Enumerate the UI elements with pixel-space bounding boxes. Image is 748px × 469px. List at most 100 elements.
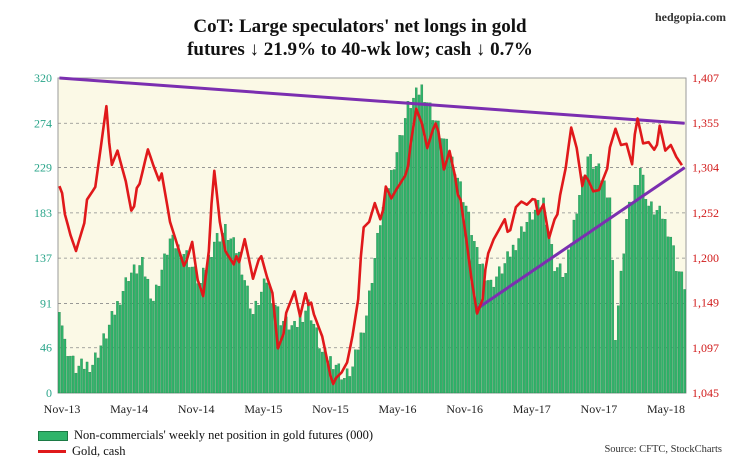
- bar: [470, 235, 473, 394]
- bar: [495, 276, 498, 394]
- bar: [105, 338, 108, 394]
- bar: [572, 219, 576, 394]
- bar: [196, 283, 199, 394]
- bar: [619, 270, 623, 394]
- bar: [664, 219, 667, 394]
- bar: [340, 379, 343, 394]
- bar: [193, 266, 197, 394]
- bar: [74, 372, 78, 394]
- bar: [124, 277, 128, 394]
- bar: [268, 284, 271, 394]
- bar: [376, 232, 379, 394]
- bar: [481, 263, 484, 394]
- bar: [533, 209, 537, 394]
- bar: [550, 244, 554, 394]
- bar: [395, 152, 399, 394]
- bar: [229, 238, 233, 394]
- bar: [370, 282, 374, 394]
- legend-item-bars: Non-commercials' weekly net position in …: [38, 428, 373, 443]
- bar: [622, 253, 625, 394]
- bar: [141, 257, 144, 394]
- bar: [351, 366, 354, 394]
- right-tick-label: 1,407: [692, 71, 719, 85]
- bar: [423, 102, 426, 394]
- bar: [146, 278, 150, 394]
- bar: [428, 102, 432, 394]
- bar: [475, 247, 479, 394]
- bar: [107, 324, 111, 394]
- x-tick-label: Nov-15: [312, 402, 349, 416]
- bar: [157, 285, 161, 394]
- bar: [71, 355, 75, 394]
- bar: [600, 180, 603, 394]
- bar: [279, 325, 282, 394]
- bar: [500, 273, 504, 394]
- bar: [431, 120, 435, 394]
- bar: [561, 276, 565, 394]
- bar: [221, 232, 224, 394]
- x-tick-label: May-18: [647, 402, 685, 416]
- bar: [312, 323, 316, 394]
- bar: [542, 197, 545, 394]
- bar: [132, 264, 136, 394]
- bar: [215, 233, 219, 394]
- bar: [387, 188, 390, 394]
- bar: [91, 364, 94, 394]
- left-tick-label: 91: [40, 296, 52, 310]
- bar: [683, 289, 686, 394]
- bar: [484, 280, 487, 394]
- x-tick-label: May-16: [379, 402, 417, 416]
- bar: [633, 184, 637, 394]
- bar: [569, 243, 573, 394]
- bar: [406, 101, 410, 394]
- bar: [315, 327, 318, 394]
- bar: [77, 365, 80, 394]
- bar: [287, 329, 291, 394]
- bar: [553, 271, 556, 394]
- x-tick-label: Nov-17: [581, 402, 618, 416]
- bar: [160, 269, 163, 394]
- bar: [179, 257, 183, 394]
- gold-line: [58, 104, 683, 386]
- bar: [415, 87, 418, 394]
- legend-label-line: Gold, cash: [72, 444, 126, 458]
- right-tick-label: 1,045: [692, 386, 719, 400]
- trendlines: [59, 76, 686, 310]
- chart-title-line1: CoT: Large speculators' net longs in gol…: [193, 16, 527, 37]
- right-tick-label: 1,149: [692, 296, 719, 310]
- bar: [536, 200, 540, 394]
- bar: [675, 271, 678, 394]
- bar: [149, 298, 152, 394]
- bar: [594, 166, 598, 394]
- bar: [398, 135, 401, 394]
- bar: [611, 260, 614, 394]
- bar: [80, 358, 83, 394]
- bar: [276, 306, 280, 394]
- bar: [298, 315, 302, 394]
- bar: [354, 349, 357, 394]
- bar: [650, 201, 653, 394]
- bar: [420, 84, 424, 394]
- bar: [254, 300, 258, 394]
- bar: [426, 102, 429, 394]
- bar: [514, 250, 518, 394]
- bar: [652, 214, 656, 394]
- bar: [273, 304, 277, 394]
- credit-label: hedgopia.com: [654, 10, 726, 24]
- bar: [597, 163, 601, 394]
- bar: [417, 94, 421, 394]
- bar: [450, 156, 454, 394]
- bar: [94, 352, 97, 394]
- bar: [677, 271, 681, 394]
- bar: [578, 195, 581, 394]
- bar: [644, 198, 648, 394]
- bar: [492, 286, 495, 394]
- trendline-resistance: [59, 76, 685, 125]
- bar: [58, 312, 61, 394]
- bar: [473, 241, 476, 394]
- bar: [345, 368, 349, 394]
- bar: [210, 257, 213, 394]
- legend-item-line: Gold, cash: [38, 444, 125, 459]
- bar: [121, 291, 125, 394]
- bar: [293, 320, 296, 394]
